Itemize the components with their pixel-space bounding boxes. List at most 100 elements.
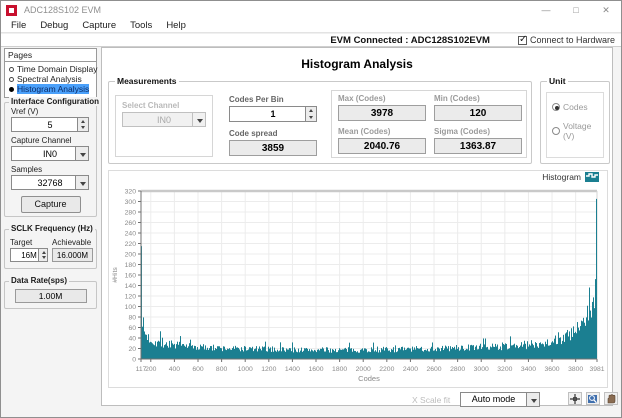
svg-text:80: 80 xyxy=(128,314,136,321)
menu-bar: File Debug Capture Tools Help xyxy=(1,19,621,33)
radio-icon xyxy=(552,103,560,111)
sidebar-item-histogram-analysis[interactable]: Histogram Analysis xyxy=(5,84,96,94)
svg-text:1200: 1200 xyxy=(261,366,276,373)
x-scale-mode-dropdown[interactable]: Auto mode xyxy=(460,392,540,407)
spinner-arrows-icon[interactable] xyxy=(38,249,47,261)
unit-radio-voltage[interactable]: Voltage (V) xyxy=(552,121,603,141)
svg-text:1600: 1600 xyxy=(308,366,323,373)
codes-per-bin-value: 1 xyxy=(270,109,276,119)
svg-text:3400: 3400 xyxy=(521,366,536,373)
spinner-arrows-icon[interactable] xyxy=(305,107,316,121)
svg-text:180: 180 xyxy=(125,262,137,269)
chevron-down-icon[interactable] xyxy=(526,393,539,406)
svg-text:3200: 3200 xyxy=(497,366,512,373)
samples-value: 32768 xyxy=(37,177,63,188)
sidebar-item-time-domain-display[interactable]: Time Domain Display xyxy=(5,64,98,74)
unit-radio-label: Codes xyxy=(563,102,588,112)
chevron-down-icon xyxy=(192,113,205,126)
page-item-label: Spectral Analysis xyxy=(17,74,82,84)
chevron-down-icon[interactable] xyxy=(75,176,88,189)
samples-label: Samples xyxy=(11,165,43,174)
app-body: Pages Time Domain Display Spectral Analy… xyxy=(1,47,621,417)
svg-text:3981: 3981 xyxy=(589,366,604,373)
window-controls: — □ ✕ xyxy=(531,1,621,19)
zoom-tool-icon[interactable] xyxy=(586,392,600,405)
sidebar: Pages Time Domain Display Spectral Analy… xyxy=(1,47,102,417)
x-scale-mode-value: Auto mode xyxy=(471,394,516,404)
achievable-sclk-indicator: 16.000M xyxy=(52,248,93,262)
svg-text:Codes: Codes xyxy=(358,374,380,383)
codes-per-bin-label: Codes Per Bin xyxy=(229,95,284,104)
radio-icon xyxy=(552,127,560,135)
main-panel: Histogram Analysis Measurements Select C… xyxy=(101,47,618,407)
title-bar: ADC128S102 EVM — □ ✕ xyxy=(1,1,621,19)
samples-dropdown[interactable]: 32768 xyxy=(11,175,89,190)
achievable-sclk-value: 16.000M xyxy=(56,250,89,260)
connect-hardware-checkbox[interactable] xyxy=(517,34,527,45)
codes-per-bin-column: Codes Per Bin 1 Code spread 3859 xyxy=(229,95,324,156)
svg-text:200: 200 xyxy=(125,251,137,258)
chevron-down-icon[interactable] xyxy=(75,147,88,160)
histogram-legend-icon xyxy=(585,172,599,182)
measurements-caption: Measurements xyxy=(115,76,179,86)
minimize-button[interactable]: — xyxy=(541,5,551,15)
x-scale-fit-label: X Scale fit xyxy=(412,395,451,405)
capture-button[interactable]: Capture xyxy=(20,196,81,213)
data-rate-value: 1.00M xyxy=(38,291,63,301)
svg-text:0: 0 xyxy=(132,356,136,363)
codes-per-bin-spinner[interactable]: 1 xyxy=(229,106,317,122)
svg-text:3600: 3600 xyxy=(544,366,559,373)
target-sclk-value: 16M xyxy=(21,250,37,260)
sigma-codes-indicator: 1363.87 xyxy=(434,138,522,154)
menu-debug[interactable]: Debug xyxy=(40,19,69,31)
select-channel-panel: Select Channel IN0 xyxy=(115,95,213,157)
data-rate-caption: Data Rate(sps) xyxy=(9,276,70,285)
connect-to-hardware[interactable]: Connect to Hardware xyxy=(517,34,615,45)
histogram-chart-container: Histogram 0 20 40 60 80 100 120 140 160 180 200 220… xyxy=(108,170,608,388)
page-item-label: Time Domain Display xyxy=(17,64,98,74)
svg-text:260: 260 xyxy=(125,220,137,227)
svg-text:20: 20 xyxy=(128,346,136,353)
close-button[interactable]: ✕ xyxy=(602,5,610,15)
vref-value: 5 xyxy=(47,119,53,130)
unit-caption: Unit xyxy=(547,76,568,86)
cursor-tool-icon[interactable] xyxy=(568,392,582,405)
select-channel-value: IN0 xyxy=(156,114,171,125)
svg-text:2000: 2000 xyxy=(356,366,371,373)
select-channel-dropdown[interactable]: IN0 xyxy=(122,112,206,127)
unit-radio-codes[interactable]: Codes xyxy=(552,102,603,112)
sclk-frequency-group: SCLK Frequency (Hz) Target 16M Achievabl… xyxy=(4,224,97,269)
svg-text:800: 800 xyxy=(216,366,228,373)
maximize-button[interactable]: □ xyxy=(573,5,579,15)
svg-text:2800: 2800 xyxy=(450,366,465,373)
stats-panel: Max (Codes) 3978 Min (Codes) 120 Mean (C… xyxy=(331,90,527,158)
achievable-label: Achievable xyxy=(52,238,92,247)
radio-bullet-icon xyxy=(9,76,14,82)
menu-help[interactable]: Help xyxy=(166,19,186,31)
max-codes-label: Max (Codes) xyxy=(338,94,386,103)
svg-text:280: 280 xyxy=(125,209,137,216)
menu-file[interactable]: File xyxy=(11,19,27,31)
svg-text:120: 120 xyxy=(125,293,137,300)
code-spread-label: Code spread xyxy=(229,129,278,138)
pan-hand-tool-icon[interactable] xyxy=(604,392,618,405)
evm-connected-status: EVM Connected : ADC128S102EVM xyxy=(330,34,490,46)
sidebar-item-spectral-analysis[interactable]: Spectral Analysis xyxy=(5,74,96,84)
capture-channel-dropdown[interactable]: IN0 xyxy=(11,146,89,161)
data-rate-group: Data Rate(sps) 1.00M xyxy=(4,276,97,309)
menu-tools[interactable]: Tools xyxy=(130,19,153,31)
measurements-group: Measurements Select Channel IN0 Codes Pe… xyxy=(108,76,532,164)
capture-channel-label: Capture Channel xyxy=(11,136,72,145)
svg-text:600: 600 xyxy=(192,366,204,373)
svg-text:1400: 1400 xyxy=(285,366,300,373)
unit-options-panel: Codes Voltage (V) xyxy=(546,92,604,158)
histogram-plot[interactable]: 0 20 40 60 80 100 120 140 160 180 200 220 240 260 280 3… xyxy=(109,185,607,387)
vref-spinner[interactable]: 5 xyxy=(11,117,89,132)
pages-panel: Pages Time Domain Display Spectral Analy… xyxy=(4,48,97,98)
target-sclk-spinner[interactable]: 16M xyxy=(10,248,48,262)
connection-status-row: EVM Connected : ADC128S102EVM Connect to… xyxy=(1,34,621,47)
menu-capture[interactable]: Capture xyxy=(82,19,117,31)
spinner-arrows-icon[interactable] xyxy=(77,118,88,131)
svg-text:100: 100 xyxy=(125,304,137,311)
